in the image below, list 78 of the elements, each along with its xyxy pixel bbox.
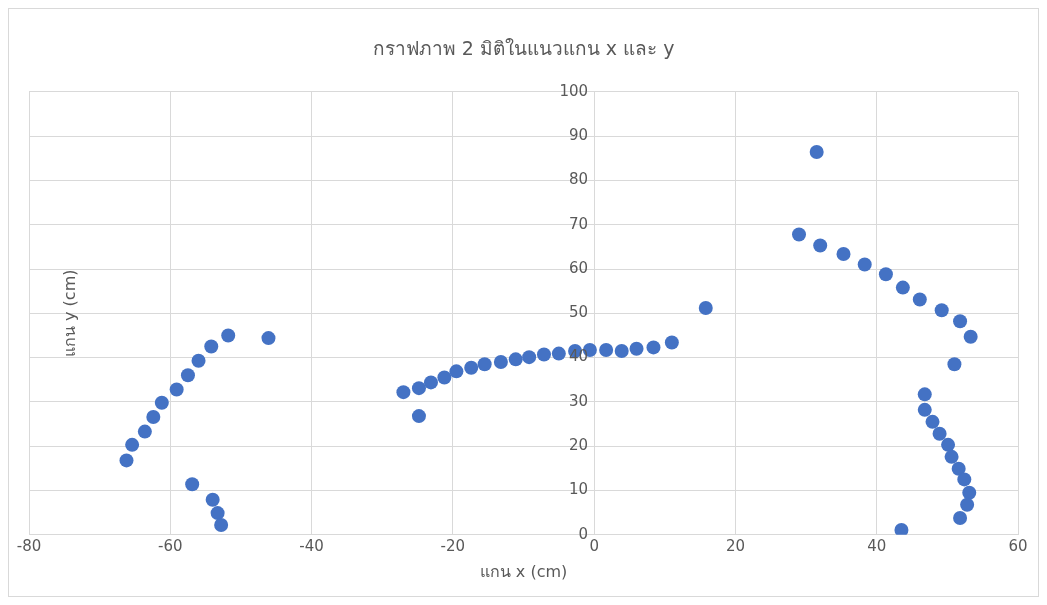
point — [522, 350, 537, 365]
point — [917, 387, 932, 402]
chart-title: กราฟภาพ 2 มิติในแนวแกน x และ y — [372, 37, 675, 60]
point — [836, 246, 851, 261]
point — [629, 341, 644, 356]
point — [185, 477, 200, 492]
point — [411, 381, 426, 396]
point — [437, 370, 452, 385]
point — [396, 385, 411, 400]
point — [214, 518, 229, 533]
point — [536, 347, 551, 362]
y-axis-title: แกน y (cm) — [60, 269, 80, 358]
point — [857, 257, 872, 272]
x-tick-label: -40 — [299, 536, 324, 555]
point — [917, 402, 932, 417]
point — [962, 485, 977, 500]
y-tick-label: 80 — [569, 170, 589, 189]
point — [894, 522, 909, 535]
x-tick-label: 20 — [725, 536, 745, 555]
y-tick-label: 30 — [569, 391, 589, 410]
x-tick-label: 40 — [867, 536, 887, 555]
point — [953, 510, 968, 525]
x-tick-label: -80 — [16, 536, 42, 555]
y-tick-label: 10 — [569, 480, 589, 499]
point — [925, 414, 940, 429]
y-tick-label: 20 — [569, 436, 589, 455]
point — [599, 343, 614, 358]
point — [698, 300, 713, 315]
point — [119, 453, 134, 468]
point — [947, 357, 962, 372]
y-tick-label: 0 — [578, 524, 589, 543]
point — [449, 364, 464, 379]
point — [944, 449, 959, 464]
x-axis-title: แกน x (cm) — [479, 561, 568, 581]
point — [878, 267, 893, 282]
point — [932, 426, 947, 441]
point — [154, 395, 169, 410]
point — [957, 472, 972, 487]
point — [960, 497, 975, 512]
point — [813, 238, 828, 253]
point — [477, 357, 492, 372]
point — [146, 409, 161, 424]
point — [912, 292, 927, 307]
point — [953, 314, 968, 329]
point — [423, 375, 438, 390]
point — [963, 329, 978, 344]
point — [125, 437, 140, 452]
y-tick-label: 100 — [559, 81, 589, 100]
point — [493, 355, 508, 370]
point — [941, 437, 956, 452]
y-tick-label: 50 — [569, 303, 589, 322]
x-tick-label: -60 — [158, 536, 183, 555]
point — [180, 368, 195, 383]
point — [221, 328, 236, 343]
point — [664, 335, 679, 350]
y-tick-label: 60 — [569, 258, 589, 277]
point — [951, 461, 966, 476]
point — [792, 227, 807, 242]
point — [646, 340, 661, 355]
point — [809, 145, 824, 160]
point — [210, 506, 225, 521]
point — [934, 303, 949, 318]
point — [204, 339, 219, 354]
point — [551, 346, 566, 361]
point — [137, 424, 152, 439]
point — [191, 353, 206, 368]
x-tick-label: -20 — [440, 536, 466, 555]
y-tick-label: 70 — [569, 214, 589, 233]
point — [169, 382, 184, 397]
point — [508, 352, 523, 367]
point — [261, 331, 276, 346]
point — [614, 343, 629, 358]
point — [205, 492, 220, 507]
point — [464, 360, 479, 375]
x-tick-label: 60 — [1008, 536, 1028, 555]
y-tick-label: 90 — [569, 125, 589, 144]
point — [895, 280, 910, 295]
point — [411, 409, 426, 424]
